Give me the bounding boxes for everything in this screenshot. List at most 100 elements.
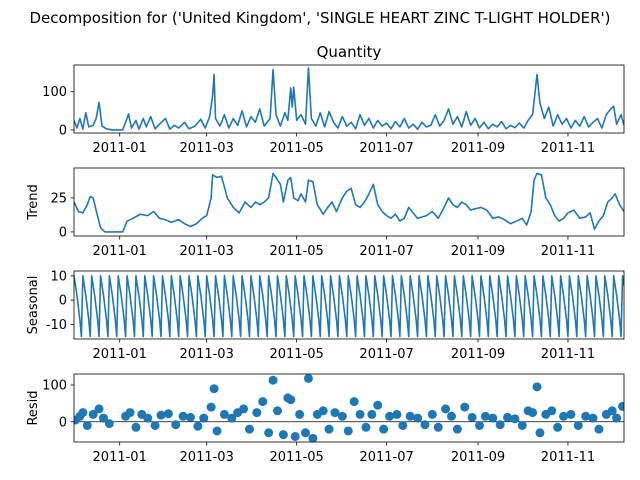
resid-point-44 xyxy=(324,424,334,434)
resid-point-28 xyxy=(244,424,254,434)
resid-point-61 xyxy=(433,422,443,432)
observed-xtick-label-3: 2011-07 xyxy=(359,141,413,156)
trend-xtick-label-5: 2011-11 xyxy=(541,244,595,259)
resid-point-85 xyxy=(588,413,598,423)
resid-point-24 xyxy=(219,409,229,419)
observed-xtick-label-4: 2011-09 xyxy=(451,141,505,156)
trend-xtick-label-4: 2011-09 xyxy=(451,244,505,259)
resid-point-66 xyxy=(467,412,477,422)
observed-xtick-label-0: 2011-01 xyxy=(93,141,147,156)
resid-point-45 xyxy=(330,408,340,418)
resid-point-49 xyxy=(355,409,365,419)
observed-ytick-label-1: 100 xyxy=(42,85,67,100)
resid-point-25 xyxy=(227,413,237,423)
seasonal-axes-frame xyxy=(73,270,625,340)
trend-ytick-label-0: 0 xyxy=(59,225,67,240)
resid-point-82 xyxy=(566,409,576,419)
resid-point-17 xyxy=(178,411,188,421)
resid-plot-area xyxy=(74,374,624,442)
seasonal-xtick-label-1: 2011-03 xyxy=(180,347,234,362)
resid-point-7 xyxy=(104,419,114,429)
resid-point-27 xyxy=(239,404,249,414)
resid-point-70 xyxy=(495,420,505,430)
resid-point-79 xyxy=(547,406,557,416)
resid-point-84 xyxy=(581,411,591,421)
resid-point-71 xyxy=(503,412,513,422)
trend-ylabel: Trend xyxy=(26,184,41,221)
resid-point-4 xyxy=(88,409,98,419)
resid-xtick-label-3: 2011-07 xyxy=(359,450,413,465)
observed-plot-area xyxy=(74,67,624,131)
resid-point-75 xyxy=(528,408,538,418)
resid-point-83 xyxy=(573,420,583,430)
resid-point-50 xyxy=(361,422,371,432)
resid-point-47 xyxy=(343,426,353,436)
resid-ytick-label-1: 100 xyxy=(42,379,67,394)
resid-xtick-label-0: 2011-01 xyxy=(93,450,147,465)
resid-point-56 xyxy=(398,420,408,430)
trend-xtick-label-0: 2011-01 xyxy=(93,244,147,259)
resid-point-13 xyxy=(150,420,160,430)
resid-point-52 xyxy=(373,400,383,410)
resid-point-36 xyxy=(286,395,296,405)
resid-ylabel: Resid xyxy=(26,390,41,425)
resid-point-58 xyxy=(413,413,423,423)
chart-suptitle: Decomposition for ('United Kingdom', 'SI… xyxy=(29,9,610,27)
resid-point-80 xyxy=(553,422,563,432)
resid-point-90 xyxy=(618,401,624,411)
seasonal-plot-area xyxy=(74,275,624,338)
resid-point-21 xyxy=(206,402,216,412)
resid-point-46 xyxy=(337,411,347,421)
resid-point-65 xyxy=(460,402,470,412)
resid-point-40 xyxy=(303,374,313,383)
resid-point-86 xyxy=(594,424,604,434)
observed-series-line xyxy=(74,67,624,131)
resid-point-9 xyxy=(125,408,135,418)
resid-point-77 xyxy=(535,428,545,438)
resid-point-73 xyxy=(517,420,527,430)
resid-point-60 xyxy=(427,409,437,419)
resid-point-12 xyxy=(143,413,153,423)
observed-xtick-label-1: 2011-03 xyxy=(180,141,234,156)
resid-point-53 xyxy=(379,424,389,434)
resid-point-31 xyxy=(264,428,274,438)
resid-xtick-label-1: 2011-03 xyxy=(180,450,234,465)
resid-point-89 xyxy=(612,413,622,423)
seasonal-ytick-label-0: -10 xyxy=(46,318,67,333)
seasonal-ytick-label-1: 0 xyxy=(59,294,67,309)
panel-seasonal: -10 0 10 2011-01 2011-03 2011-05 2011-07 2011-0… xyxy=(26,269,625,362)
seasonal-series-line xyxy=(74,275,624,338)
resid-point-38 xyxy=(295,409,305,419)
trend-xtick-label-2: 2011-05 xyxy=(269,244,323,259)
resid-point-59 xyxy=(420,420,430,430)
resid-point-14 xyxy=(156,410,166,420)
resid-point-57 xyxy=(405,411,415,421)
resid-point-55 xyxy=(392,409,402,419)
resid-xtick-label-2: 2011-05 xyxy=(269,450,323,465)
observed-axes-frame xyxy=(73,64,625,134)
resid-point-32 xyxy=(268,375,278,385)
panel-trend: 0 25 2011-01 2011-03 2011-05 2011-07 2011-09 20… xyxy=(26,167,625,259)
resid-point-62 xyxy=(441,404,451,414)
resid-point-6 xyxy=(98,413,108,423)
observed-xtick-label-2: 2011-05 xyxy=(269,141,323,156)
trend-ytick-label-1: 25 xyxy=(50,191,67,206)
resid-point-15 xyxy=(163,409,173,419)
resid-xtick-label-5: 2011-11 xyxy=(541,450,595,465)
resid-point-41 xyxy=(308,433,318,442)
resid-point-16 xyxy=(171,420,181,430)
resid-point-72 xyxy=(510,414,520,424)
resid-point-10 xyxy=(131,422,141,432)
resid-axes-frame xyxy=(73,373,625,443)
resid-point-76 xyxy=(532,382,542,392)
resid-point-68 xyxy=(480,411,490,421)
trend-xtick-label-3: 2011-07 xyxy=(359,244,413,259)
seasonal-xtick-label-4: 2011-09 xyxy=(451,347,505,362)
resid-point-29 xyxy=(252,408,262,418)
trend-series-line xyxy=(74,172,624,233)
resid-point-34 xyxy=(278,430,288,440)
seasonal-xtick-label-3: 2011-07 xyxy=(359,347,413,362)
trend-plot-area xyxy=(74,172,624,233)
resid-point-3 xyxy=(82,420,92,430)
